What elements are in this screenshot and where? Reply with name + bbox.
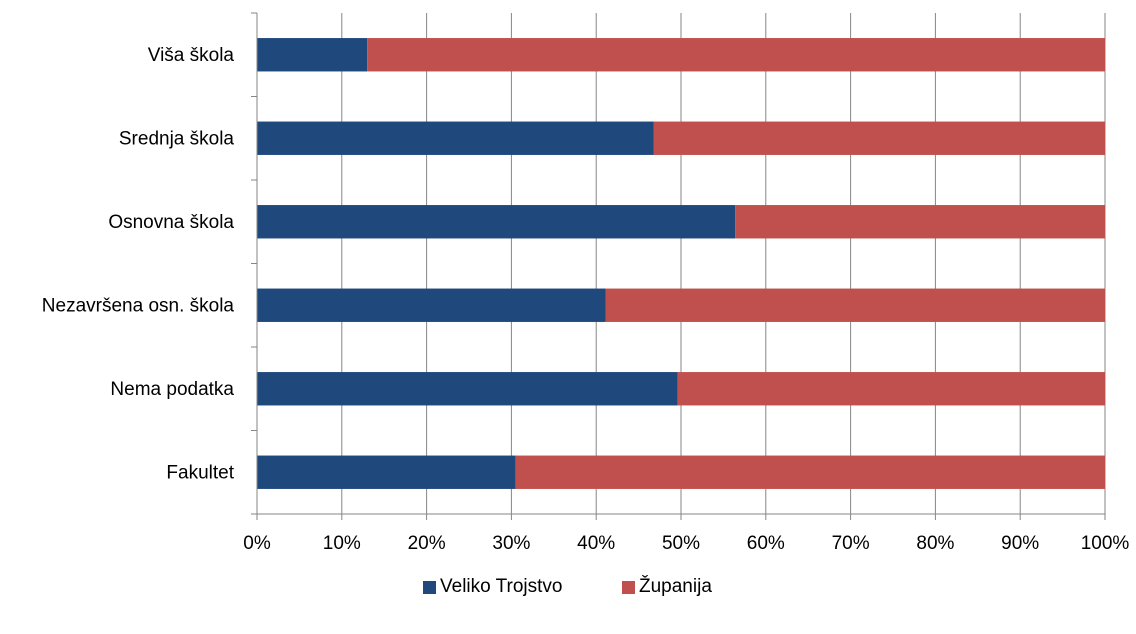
bar-segment-zupanija <box>367 38 1105 72</box>
x-tick-label: 10% <box>323 533 361 554</box>
y-category-label: Srednja škola <box>119 128 235 149</box>
legend: Veliko Trojstvo Županija <box>423 575 712 597</box>
y-category-label: Viša škola <box>148 45 235 66</box>
bar-segment-zupanija <box>605 288 1105 322</box>
x-tick-label: 80% <box>916 533 954 554</box>
x-tick-label: 90% <box>1001 533 1039 554</box>
legend-swatch <box>423 581 436 594</box>
x-tick-label: 70% <box>832 533 870 554</box>
bar-segment-zupanija <box>735 205 1105 239</box>
bar-segment-veliko-trojstvo <box>257 372 678 406</box>
x-tick-label: 40% <box>577 533 615 554</box>
gridlines <box>341 13 1106 514</box>
axis-labels: 0% 10% 20% 30% 40% 50% 60% 70% 80% 90% 100% Fakulte… <box>42 45 1130 554</box>
y-category-label: Osnovna škola <box>108 212 234 233</box>
x-tick-label: 30% <box>492 533 530 554</box>
bars <box>257 38 1105 489</box>
y-category-label: Fakultet <box>166 462 234 483</box>
y-category-label: Nezavršena osn. škola <box>42 295 235 316</box>
legend-swatch <box>622 581 635 594</box>
x-tick-label: 100% <box>1081 533 1130 554</box>
legend-label: Veliko Trojstvo <box>440 576 563 597</box>
bar-segment-veliko-trojstvo <box>257 288 606 322</box>
x-tick-label: 20% <box>408 533 446 554</box>
bar-segment-veliko-trojstvo <box>257 38 368 72</box>
x-tick-label: 60% <box>747 533 785 554</box>
bar-segment-veliko-trojstvo <box>257 455 516 489</box>
bar-segment-zupanija <box>515 455 1105 489</box>
y-category-label: Nema podatka <box>110 379 234 400</box>
x-tick-label: 0% <box>243 533 271 554</box>
bar-segment-veliko-trojstvo <box>257 205 736 239</box>
bar-segment-zupanija <box>653 121 1105 155</box>
axes <box>251 12 1106 520</box>
bar-segment-zupanija <box>677 372 1105 406</box>
legend-label: Županija <box>639 575 712 597</box>
bar-segment-veliko-trojstvo <box>257 121 654 155</box>
x-tick-label: 50% <box>662 533 700 554</box>
